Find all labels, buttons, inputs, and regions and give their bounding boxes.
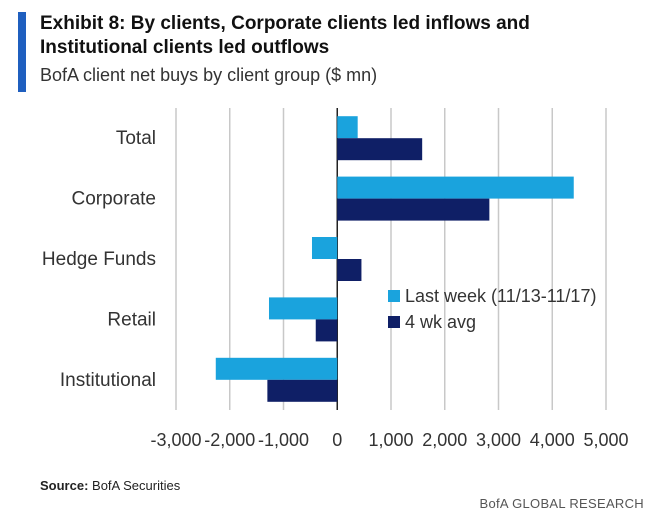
x-tick-label: 3,000	[476, 430, 521, 450]
category-label: Hedge Funds	[42, 249, 156, 270]
bar-hedge-funds-series-1	[337, 259, 362, 281]
legend-item-last-week: Last week (11/13-11/17)	[388, 283, 596, 309]
bar-corporate-series-1	[337, 198, 490, 221]
x-tick-label: -3,000	[150, 430, 201, 450]
accent-bar	[18, 12, 26, 92]
bar-institutional-series-0	[215, 357, 338, 380]
legend: Last week (11/13-11/17) 4 wk avg	[388, 283, 596, 335]
bar-hedge-funds-series-0	[311, 237, 338, 259]
source-label: Source:	[40, 478, 89, 493]
chart-subtitle: BofA client net buys by client group ($ …	[40, 65, 378, 85]
bar-corporate-series-0	[337, 176, 574, 199]
bar-retail-series-1	[315, 319, 338, 342]
category-label: Retail	[107, 309, 156, 330]
bar-institutional-series-1	[267, 379, 338, 402]
x-tick-label: 5,000	[583, 430, 628, 450]
bar-total-series-0	[337, 116, 358, 139]
legend-swatch-4wk-avg	[388, 316, 400, 328]
source-note: Source: BofA Securities	[40, 478, 180, 493]
x-tick-label: 1,000	[368, 430, 413, 450]
category-label: Institutional	[60, 370, 156, 391]
grid-lines	[175, 108, 607, 410]
legend-swatch-last-week	[388, 290, 400, 302]
bar-retail-series-0	[268, 297, 338, 320]
x-tick-label: -2,000	[204, 430, 255, 450]
x-tick-labels: -3,000 -2,000 -1,000 0 1,000 2,000 3,000 4,000 5…	[150, 430, 628, 450]
legend-label-4wk-avg: 4 wk avg	[405, 311, 477, 332]
category-labels: Total Corporate Hedge Funds Retail Instituti…	[42, 128, 156, 391]
source-text: BofA Securities	[92, 478, 181, 493]
brand-footer: BofA GLOBAL RESEARCH	[479, 496, 644, 511]
x-tick-label: 4,000	[530, 430, 575, 450]
x-tick-label: -1,000	[258, 430, 309, 450]
bars	[215, 116, 574, 402]
bar-chart: Total Corporate Hedge Funds Retail Instituti…	[42, 108, 629, 450]
category-label: Corporate	[72, 189, 157, 210]
x-tick-label: 2,000	[422, 430, 467, 450]
x-tick-label: 0	[332, 430, 342, 450]
chart-title: Exhibit 8: By clients, Corporate clients…	[40, 13, 530, 58]
category-label: Total	[116, 128, 156, 149]
legend-label-last-week: Last week (11/13-11/17)	[405, 285, 597, 306]
bar-total-series-1	[337, 138, 423, 161]
legend-item-4wk-avg: 4 wk avg	[388, 309, 596, 335]
